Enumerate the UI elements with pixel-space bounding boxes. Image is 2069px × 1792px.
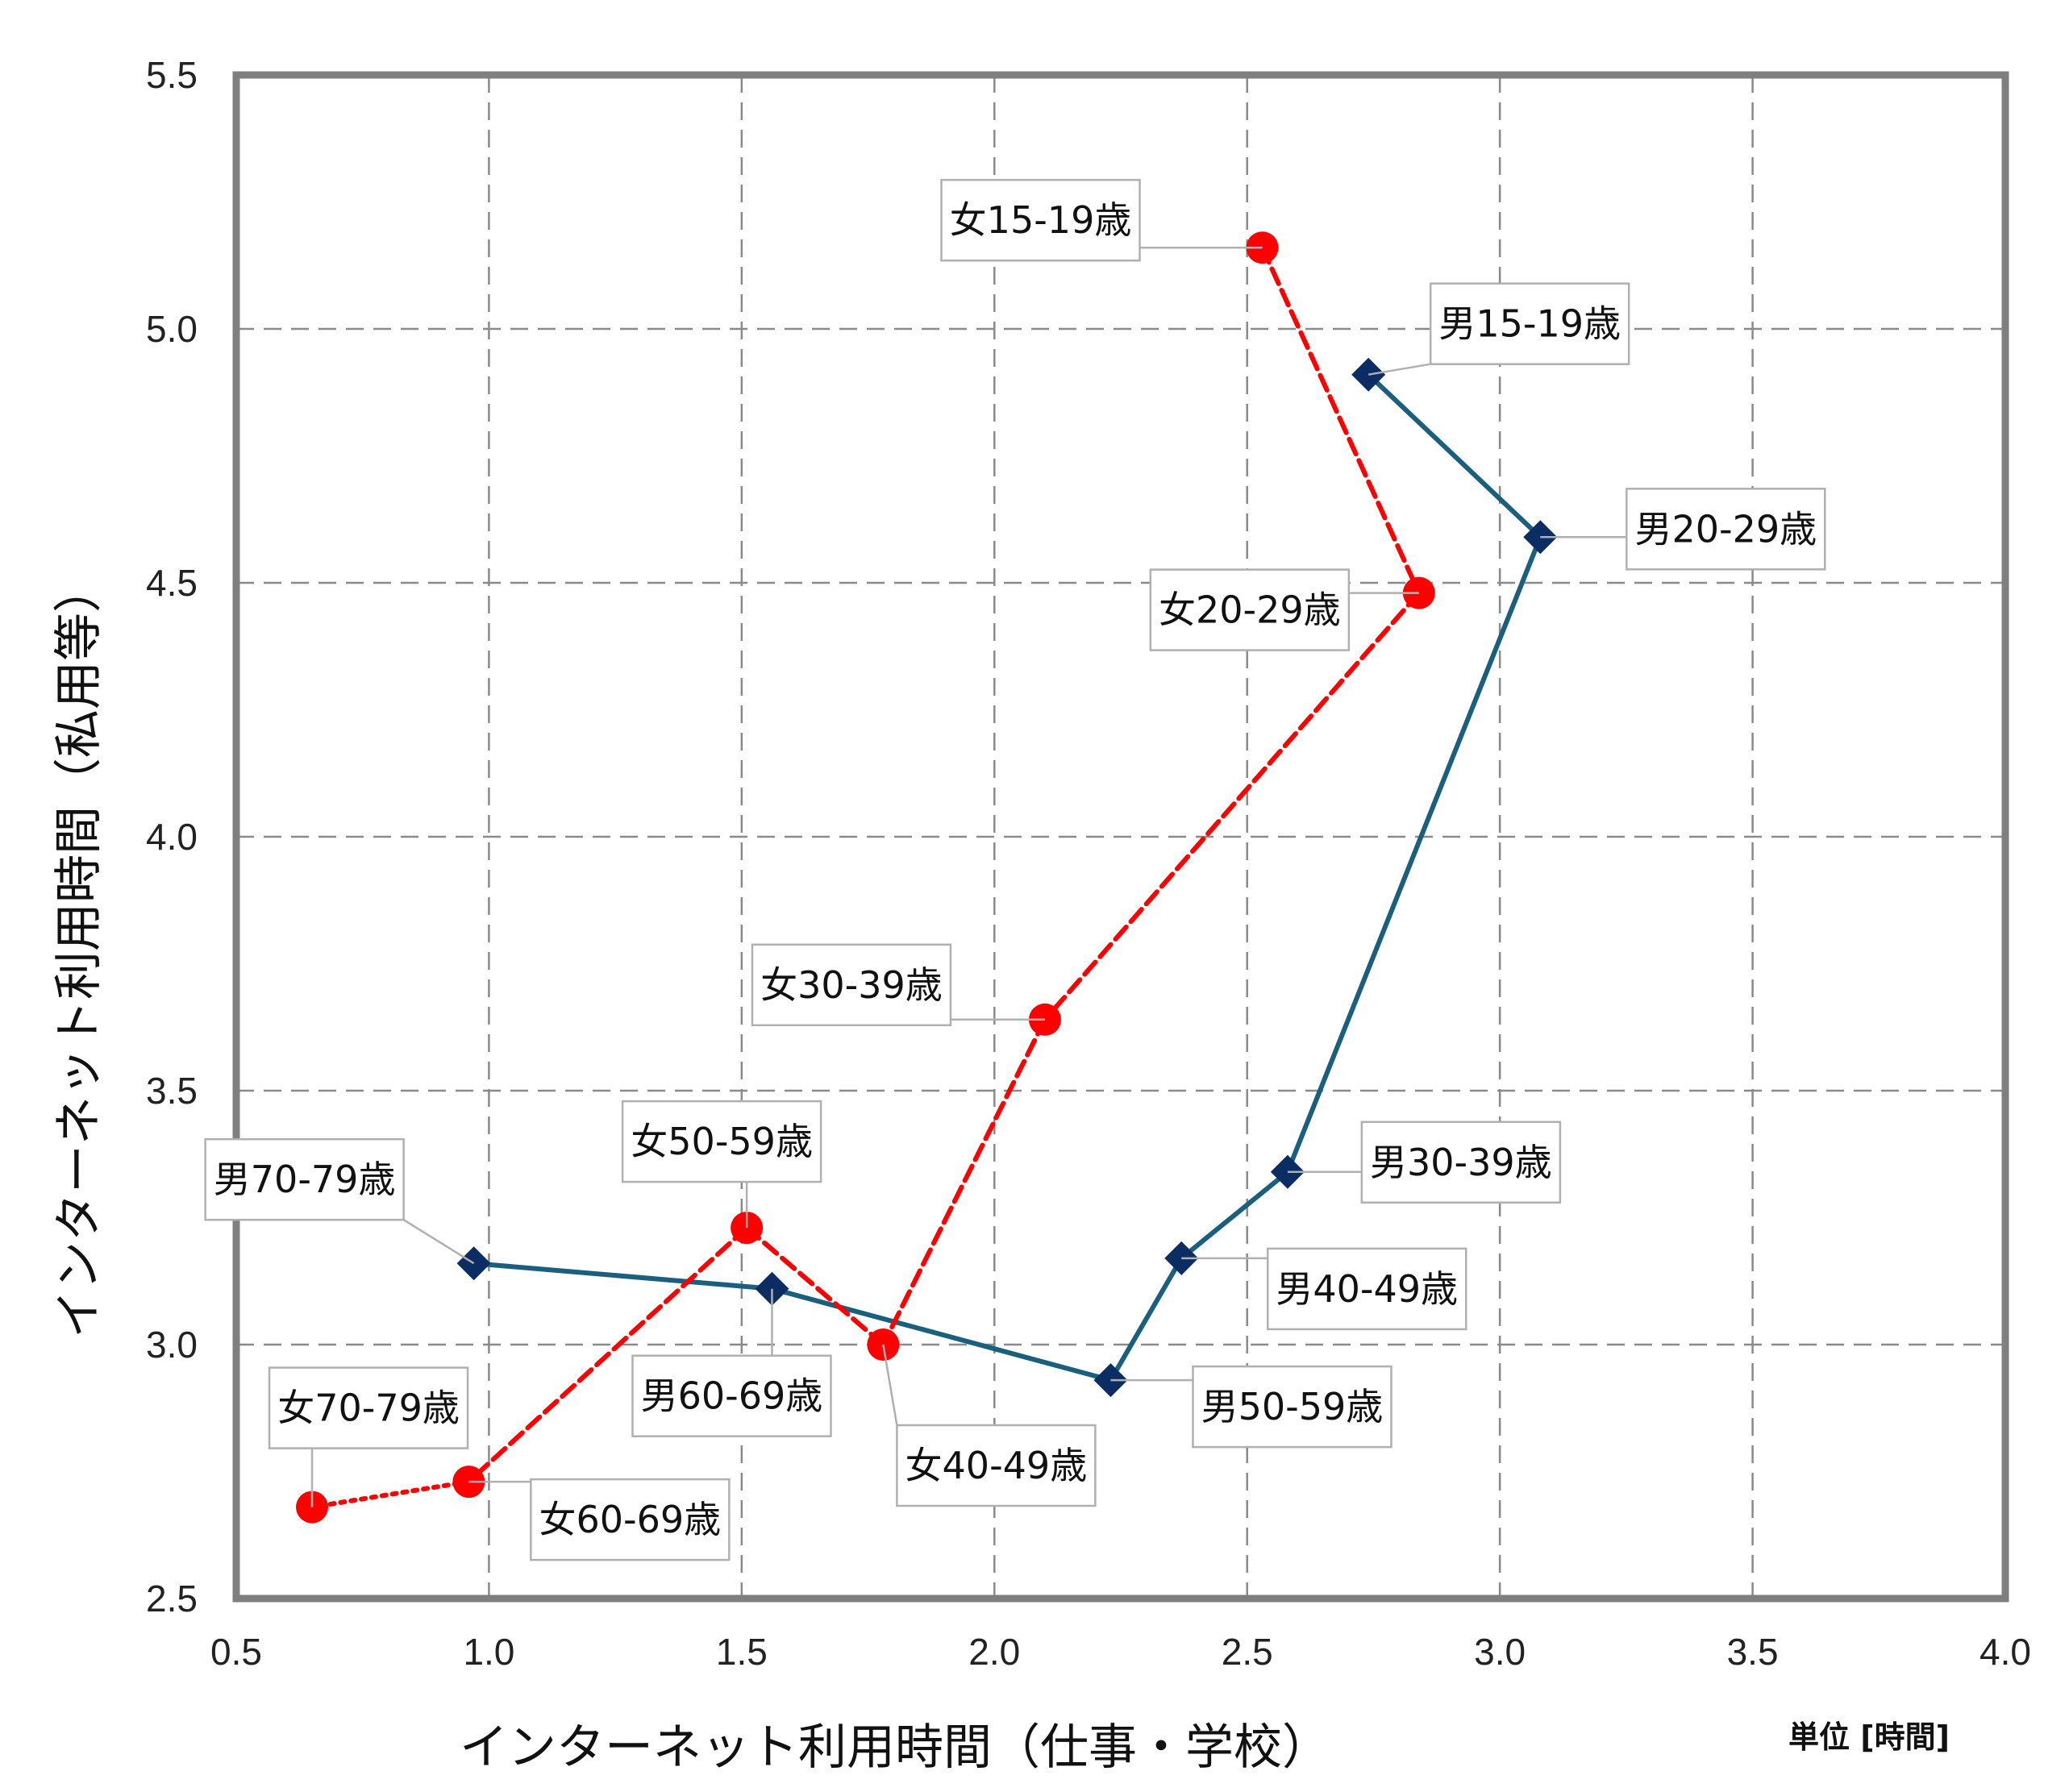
y-tick-label: 5.5 [146, 54, 198, 96]
y-tick-label: 4.5 [146, 562, 198, 604]
data-label: 男15-19歳 [1368, 282, 1630, 376]
data-label-text: 男70-79歳 [214, 1158, 396, 1201]
series-line-segment [880, 1017, 1047, 1347]
x-tick-label: 3.0 [1474, 1631, 1526, 1673]
x-tick-label: 1.0 [463, 1631, 514, 1673]
x-tick-label: 0.5 [210, 1631, 262, 1673]
data-label-text: 女20-29歳 [1159, 588, 1341, 632]
data-label-text: 女15-19歳 [950, 198, 1132, 242]
y-tick-label: 4.0 [146, 816, 198, 858]
data-label: 女30-39歳 [751, 943, 1045, 1027]
label-box [1149, 568, 1351, 651]
series-line-segment [1108, 1255, 1184, 1383]
data-label-text: 女60-69歳 [539, 1498, 722, 1541]
unit-note: 単位 [時間] [1788, 1719, 1950, 1755]
series-line-segment [1042, 590, 1422, 1022]
label-leader-line [1368, 363, 1431, 376]
x-tick-label: 1.5 [716, 1631, 768, 1673]
label-box [1266, 1247, 1467, 1331]
axis-tick-labels: 0.5 1.0 1.5 2.0 2.5 3.0 3.5 4.0 2.5 3.0 3.5 4.0 4.5 5… [146, 54, 2031, 1673]
label-box [621, 1100, 822, 1183]
y-tick-label: 3.0 [146, 1324, 198, 1366]
y-tick-label: 5.0 [146, 308, 198, 350]
series-line-segment [310, 1479, 472, 1510]
label-box [1429, 282, 1630, 365]
label-box [530, 1478, 731, 1561]
label-box [751, 943, 952, 1027]
series-line-segment [1259, 245, 1422, 596]
label-box [268, 1366, 469, 1449]
label-leader-line [402, 1219, 475, 1265]
data-label: 女15-19歳 [940, 178, 1263, 262]
data-label: 男60-69歳 [631, 1288, 832, 1437]
label-box [1192, 1365, 1393, 1449]
data-label-text: 男20-29歳 [1634, 507, 1817, 551]
data-label: 男20-29歳 [1540, 488, 1826, 571]
series-line-segment [1366, 372, 1543, 540]
x-axis-title: インターネット利用時間（仕事・学校） [460, 1719, 1330, 1776]
label-box [940, 178, 1141, 262]
data-label: 女40-49歳 [882, 1344, 1097, 1507]
label-box [1360, 1121, 1562, 1204]
x-tick-label: 2.0 [968, 1631, 1020, 1673]
series-line-segment [1179, 1169, 1290, 1261]
data-label-text: 男50-59歳 [1201, 1385, 1384, 1428]
plot-area-frame [232, 71, 2009, 1603]
gridlines [236, 75, 2005, 1599]
data-label: 女70-79歳 [268, 1366, 469, 1507]
y-axis-title: インターネット利用時間（私用等） [51, 564, 107, 1338]
data-label-text: 男15-19歳 [1438, 302, 1621, 346]
series-line-segment [471, 1261, 775, 1291]
data-label-text: 男40-49歳 [1276, 1267, 1458, 1311]
data-label: 男40-49歳 [1181, 1247, 1467, 1331]
x-tick-label: 2.5 [1222, 1631, 1273, 1673]
label-leader-line [882, 1344, 898, 1426]
label-box [204, 1137, 405, 1221]
y-tick-label: 3.5 [146, 1070, 198, 1112]
data-label: 男30-39歳 [1287, 1121, 1562, 1204]
series-line-segment [1284, 534, 1543, 1175]
label-box [631, 1354, 832, 1437]
data-label: 女50-59歳 [621, 1100, 822, 1229]
data-label: 女60-69歳 [468, 1478, 731, 1561]
data-label-text: 女40-49歳 [905, 1444, 1088, 1487]
data-label: 男70-79歳 [204, 1137, 475, 1265]
x-tick-label: 4.0 [1979, 1631, 2031, 1673]
data-label-text: 女30-39歳 [760, 963, 943, 1007]
data-label: 女20-29歳 [1149, 568, 1419, 651]
data-label: 男50-59歳 [1110, 1365, 1393, 1449]
y-tick-label: 2.5 [146, 1578, 198, 1619]
x-tick-label: 3.5 [1727, 1631, 1779, 1673]
label-box [896, 1424, 1097, 1507]
series-line-segment [744, 1225, 886, 1347]
data-label-text: 男30-39歳 [1370, 1141, 1552, 1184]
label-box [1626, 488, 1826, 571]
data-label-text: 女50-59歳 [631, 1120, 813, 1163]
data-label-text: 女70-79歳 [277, 1387, 460, 1430]
series-line-segment [769, 1286, 1114, 1383]
data-label-text: 男60-69歳 [641, 1374, 823, 1418]
series-line-segment [466, 1225, 750, 1485]
